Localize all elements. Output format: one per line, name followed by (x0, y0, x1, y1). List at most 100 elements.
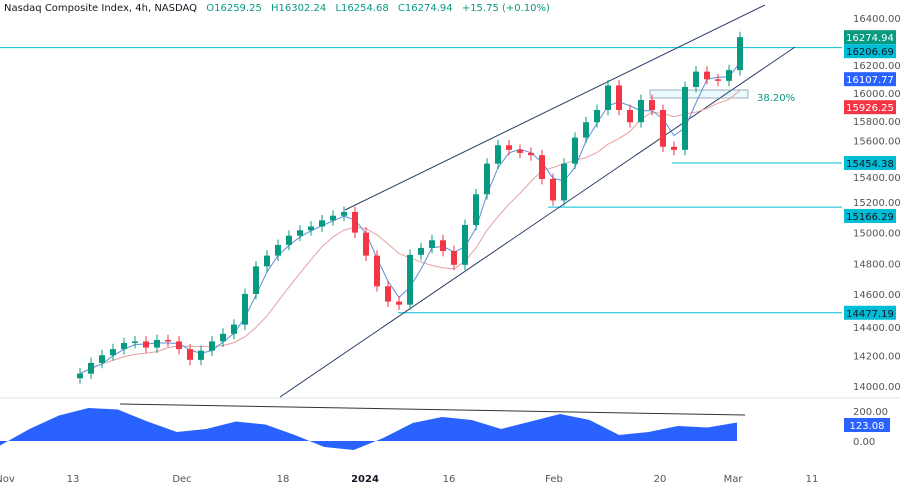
candle-body (429, 240, 435, 248)
oscillator-tick: 200.00 (853, 407, 888, 418)
fib-zone (649, 89, 749, 99)
low-value: L16254.68 (335, 3, 389, 14)
candle-body (330, 215, 336, 221)
candle-body (550, 178, 556, 201)
candle-body (638, 100, 644, 123)
candle-body (231, 324, 237, 334)
candle-body (198, 350, 204, 360)
price-tick: 15200.00 (853, 198, 900, 209)
candle-body (242, 293, 248, 325)
price-label: 14477.19 (846, 309, 894, 320)
candle-body (88, 362, 94, 374)
candle-body (253, 266, 259, 294)
candle-body (682, 86, 688, 150)
price-tick: 14400.00 (853, 323, 900, 334)
candle-body (473, 194, 479, 225)
price-tick: 15600.00 (853, 137, 900, 148)
price-tick: 14600.00 (853, 290, 900, 301)
candle-body (308, 226, 314, 231)
oscillator-value-label-bg (844, 418, 890, 432)
time-tick: Mar (724, 474, 744, 485)
candle-body (693, 71, 699, 87)
time-tick: 13 (67, 474, 80, 485)
candle-body (440, 240, 446, 252)
price-tick: 16000.00 (853, 89, 900, 100)
candle-body (671, 146, 677, 150)
price-tick: 15800.00 (853, 117, 900, 128)
price-label: 15926.25 (846, 103, 894, 114)
time-tick: 16 (443, 474, 456, 485)
candle-body (660, 109, 666, 147)
price-label-bg (844, 44, 896, 59)
time-tick: Dec (172, 474, 191, 485)
price-label-bg (844, 155, 896, 170)
candle-body (352, 211, 358, 233)
candle-body (319, 220, 325, 227)
candle-body (209, 341, 215, 351)
candle-body (572, 137, 578, 164)
candle-body (176, 341, 182, 350)
oscillator-area (0, 408, 737, 450)
price-label: 16107.77 (846, 75, 894, 86)
high-value: H16302.24 (271, 3, 327, 14)
candle-body (616, 85, 622, 110)
candle-body (341, 211, 347, 216)
open-value: O16259.25 (206, 3, 262, 14)
price-label-bg (844, 208, 896, 223)
price-tick: 15000.00 (853, 229, 900, 240)
candle-body (99, 355, 105, 363)
candle-body (484, 163, 490, 195)
time-tick: 20 (654, 474, 667, 485)
candle-body (726, 70, 732, 81)
candle-body (495, 145, 501, 164)
price-tick: 16200.00 (853, 61, 900, 72)
candle-body (561, 163, 567, 201)
candle-body (737, 37, 743, 71)
candle-body (715, 79, 721, 81)
time-tick: 18 (277, 474, 290, 485)
time-tick: 2024 (351, 474, 379, 485)
candle-body (396, 301, 402, 305)
price-label: 15454.38 (846, 159, 894, 170)
candle-body (649, 100, 655, 110)
price-label-bg (844, 100, 896, 115)
candle-body (77, 373, 83, 379)
candle-body (451, 251, 457, 265)
oscillator-tick: 0.00 (853, 437, 875, 448)
price-tick: 16400.00 (853, 14, 900, 25)
price-label: 15166.29 (846, 212, 894, 223)
candle-body (374, 255, 380, 287)
oscillator-trendline (119, 403, 746, 416)
candle-body (583, 122, 589, 138)
candle-body (110, 349, 116, 356)
candle-body (143, 341, 149, 348)
candle-body (517, 149, 523, 153)
price-tick: 14200.00 (853, 351, 900, 362)
price-label: 16274.94 (846, 33, 894, 44)
channel-lower-line (279, 46, 796, 398)
candle-body (187, 349, 193, 360)
candle-body (627, 109, 633, 123)
candle-body (704, 71, 710, 80)
candle-body (462, 224, 468, 265)
price-label-bg (844, 30, 896, 45)
candle-body (418, 247, 424, 255)
candle-body (407, 254, 413, 305)
candle-body (121, 342, 127, 350)
price-label: 16206.69 (846, 47, 894, 58)
price-tick: 14800.00 (853, 259, 900, 270)
candle-body (264, 255, 270, 267)
slow-ma-line (79, 89, 741, 375)
chart-header: Nasdaq Composite Index, 4h, NASDAQ O1625… (4, 3, 556, 14)
time-tick: Feb (545, 474, 563, 485)
channel-upper-line (344, 4, 766, 211)
candle-body (297, 230, 303, 236)
candle-body (539, 155, 545, 179)
candle-body (154, 339, 160, 348)
time-tick: 11 (806, 474, 819, 485)
price-tick: 15400.00 (853, 173, 900, 184)
change-value: +15.75 (+0.10%) (461, 3, 550, 14)
price-label-bg (844, 72, 896, 87)
candle-body (385, 286, 391, 302)
